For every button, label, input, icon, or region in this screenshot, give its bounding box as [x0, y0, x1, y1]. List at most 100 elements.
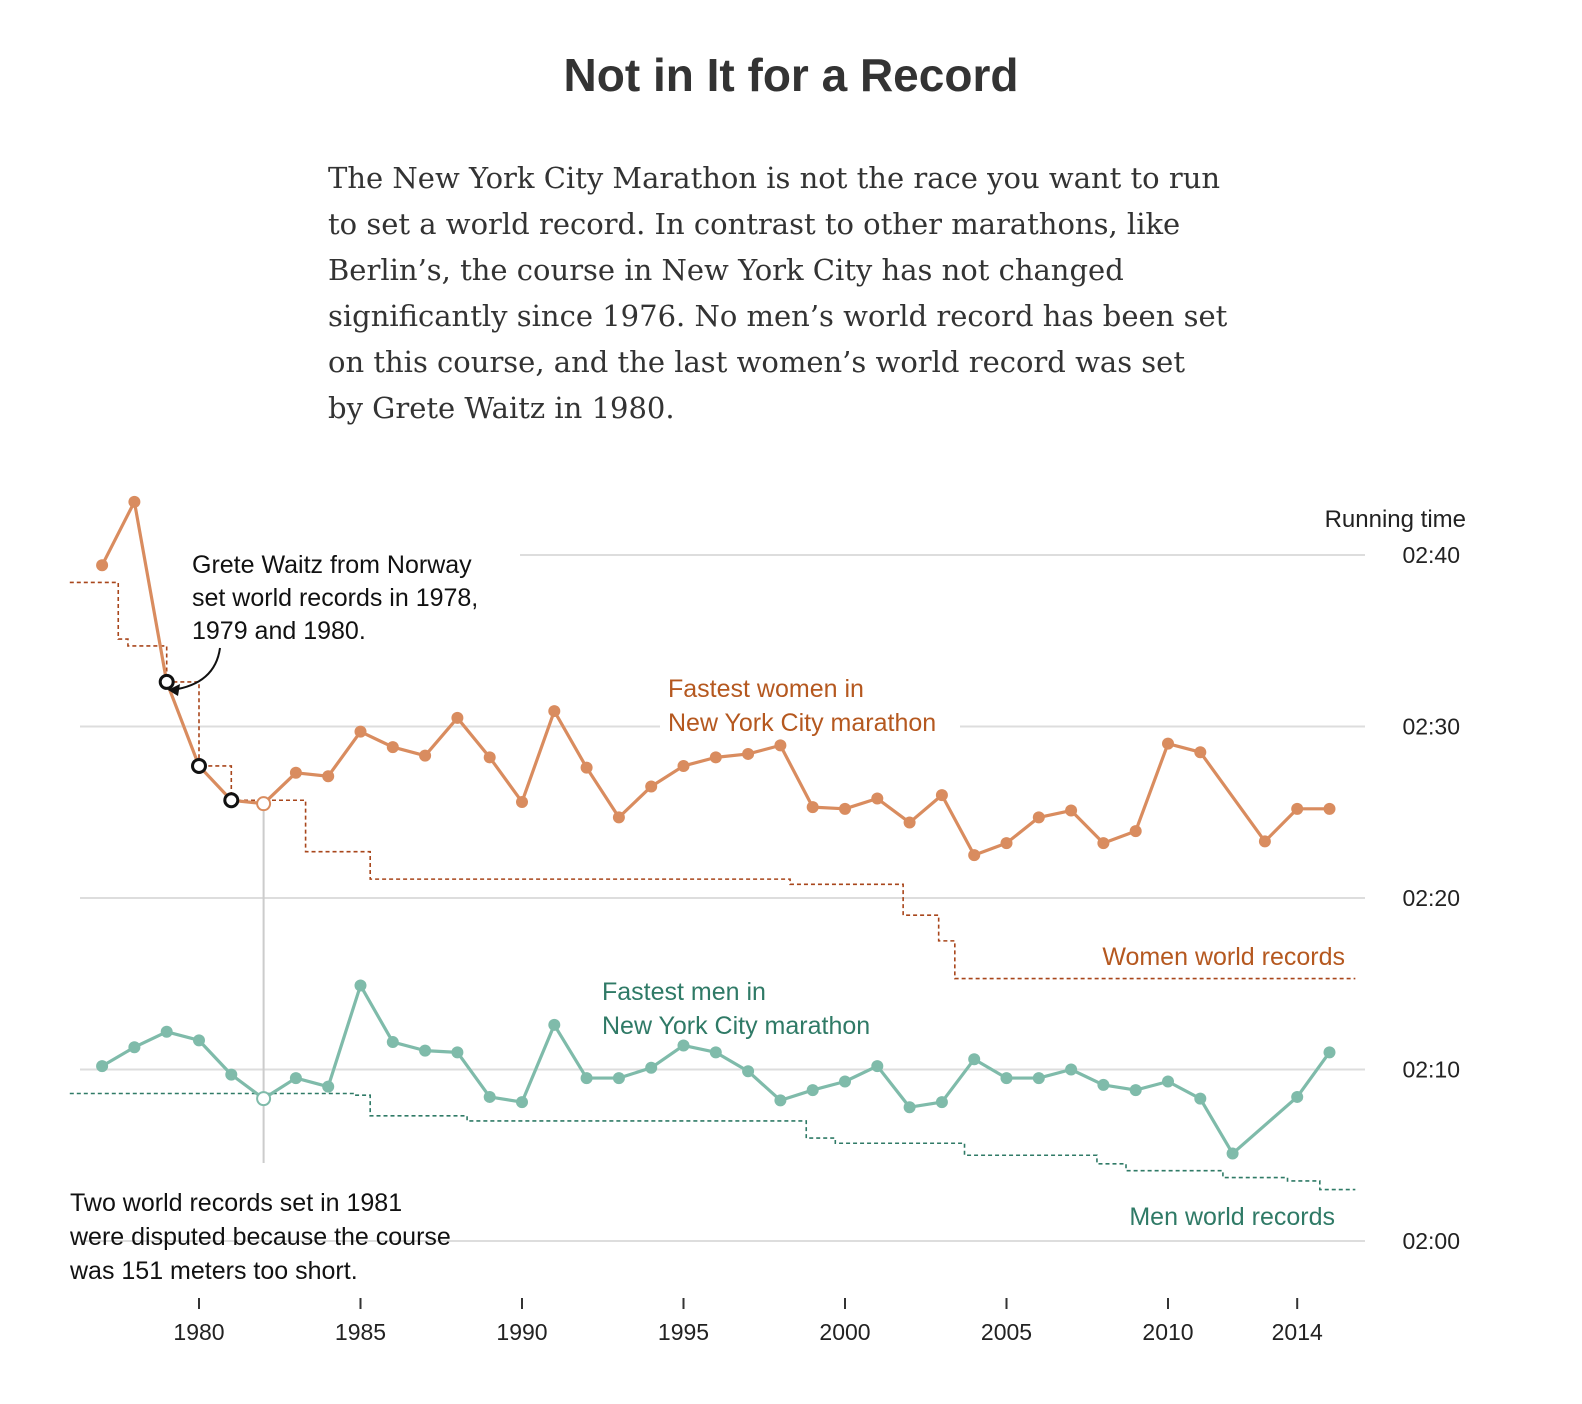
women-point — [1162, 738, 1174, 750]
women-point — [128, 496, 140, 508]
men-point — [678, 1039, 690, 1051]
waitz-annotation: Grete Waitz from Norway set world record… — [168, 545, 520, 696]
women-point — [96, 559, 108, 571]
men-point — [1162, 1076, 1174, 1088]
men-records-label: Men world records — [1129, 1203, 1335, 1231]
men-point — [225, 1069, 237, 1081]
women-point — [581, 762, 593, 774]
men-point — [128, 1041, 140, 1053]
men-point — [355, 979, 367, 991]
men-point — [774, 1094, 786, 1106]
women-point — [1324, 803, 1336, 815]
waitz-annotation-line: set world records in 1978, — [192, 584, 478, 612]
men-series-label: Fastest men in — [602, 978, 766, 1006]
men-point — [1130, 1084, 1142, 1096]
men-point — [484, 1091, 496, 1103]
men-point — [1324, 1046, 1336, 1058]
men-point — [839, 1076, 851, 1088]
women-point — [1033, 811, 1045, 823]
men-point — [742, 1065, 754, 1077]
women-point — [1194, 746, 1206, 758]
gridlines — [80, 555, 1365, 1241]
women-records-label: Women world records — [1102, 943, 1345, 971]
women-point — [871, 793, 883, 805]
men-point — [1033, 1072, 1045, 1084]
y-tick-label: 02:30 — [1402, 714, 1460, 740]
women-point — [742, 748, 754, 760]
y-tick-label: 02:00 — [1402, 1228, 1460, 1254]
men-point — [1291, 1091, 1303, 1103]
highlight-marker — [257, 1092, 270, 1105]
men-point — [193, 1034, 205, 1046]
women-point — [968, 849, 980, 861]
women-point — [1259, 835, 1271, 847]
women-point — [387, 741, 399, 753]
women-point — [1130, 825, 1142, 837]
disputed-annotation-line: were disputed because the course — [69, 1223, 451, 1251]
men-point — [451, 1046, 463, 1058]
women-point — [1097, 837, 1109, 849]
women-point — [516, 796, 528, 808]
record-marker — [160, 675, 173, 688]
men-point — [936, 1096, 948, 1108]
women-point — [419, 750, 431, 762]
men-point — [613, 1072, 625, 1084]
women-point — [484, 751, 496, 763]
record-marker — [193, 759, 206, 772]
x-axis: 1980 1985 1990 1995 2000 2005 2010 2014 — [173, 1298, 1323, 1345]
men-point — [387, 1036, 399, 1048]
x-tick-label: 1985 — [335, 1319, 386, 1345]
men-point — [548, 1019, 560, 1031]
men-point — [968, 1053, 980, 1065]
x-tick-label: 2000 — [819, 1319, 870, 1345]
men-point — [516, 1096, 528, 1108]
women-point — [451, 712, 463, 724]
men-point — [96, 1060, 108, 1072]
women-point — [1001, 837, 1013, 849]
x-tick-label: 1995 — [658, 1319, 709, 1345]
men-point — [710, 1046, 722, 1058]
y-tick-label: 02:20 — [1402, 885, 1460, 911]
x-tick-label: 1980 — [173, 1319, 224, 1345]
women-point — [613, 811, 625, 823]
men-point — [871, 1060, 883, 1072]
highlight-marker — [257, 797, 270, 810]
x-tick-label: 2010 — [1142, 1319, 1193, 1345]
men-point — [290, 1072, 302, 1084]
women-point — [774, 739, 786, 751]
women-point — [904, 817, 916, 829]
disputed-annotation-line: was 151 meters too short. — [69, 1257, 358, 1285]
y-axis-title: Running time — [1325, 506, 1466, 533]
disputed-annotation: Two world records set in 1981 were dispu… — [69, 1189, 451, 1285]
women-point — [678, 760, 690, 772]
men-point — [322, 1081, 334, 1093]
women-point — [1065, 805, 1077, 817]
women-point — [290, 767, 302, 779]
x-tick-label: 1990 — [496, 1319, 547, 1345]
men-point — [1001, 1072, 1013, 1084]
x-tick-label: 2014 — [1272, 1319, 1323, 1345]
women-point — [355, 726, 367, 738]
women-point — [936, 789, 948, 801]
women-series-label: New York City marathon — [668, 709, 936, 737]
women-point — [1291, 803, 1303, 815]
disputed-annotation-line: Two world records set in 1981 — [70, 1189, 402, 1217]
waitz-annotation-line: Grete Waitz from Norway — [192, 551, 472, 579]
men-point — [807, 1084, 819, 1096]
men-point — [1194, 1093, 1206, 1105]
women-point — [548, 705, 560, 717]
men-point — [1227, 1148, 1239, 1160]
women-series-label: Fastest women in — [668, 675, 864, 703]
men-series-label: New York City marathon — [602, 1012, 870, 1040]
women-point — [710, 751, 722, 763]
y-tick-label: 02:40 — [1402, 542, 1460, 568]
men-point — [161, 1026, 173, 1038]
x-tick-label: 2005 — [981, 1319, 1032, 1345]
women-point — [322, 770, 334, 782]
women-point — [807, 801, 819, 813]
y-axis: Running time 02:40 02:30 02:20 02:10 02:00 — [1325, 506, 1466, 1254]
men-point — [645, 1062, 657, 1074]
y-tick-label: 02:10 — [1402, 1057, 1460, 1083]
men-point — [581, 1072, 593, 1084]
